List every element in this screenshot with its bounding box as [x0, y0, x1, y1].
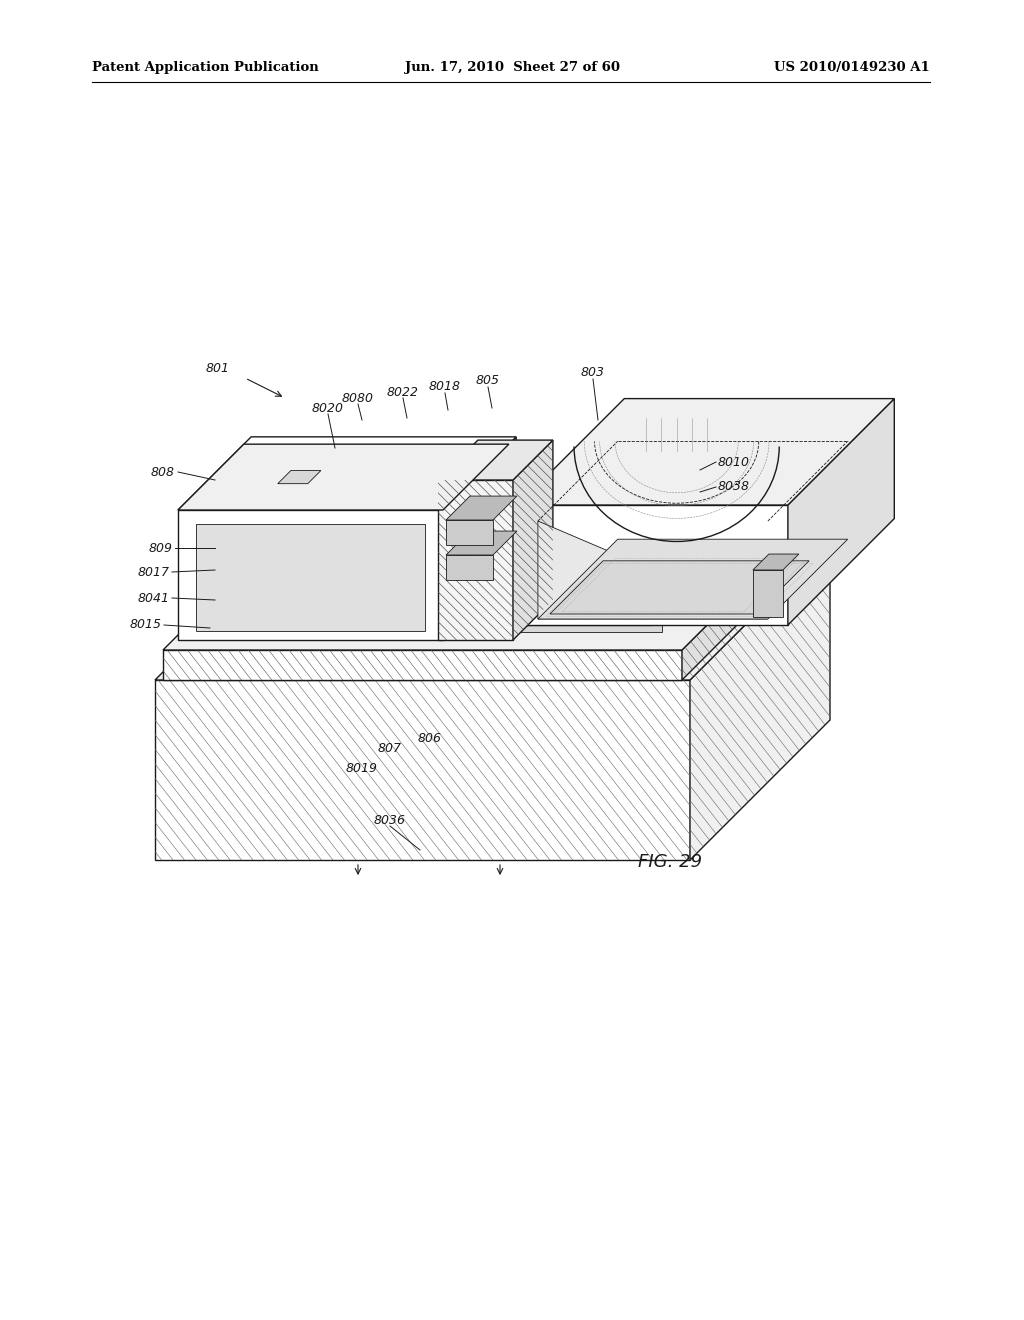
Polygon shape — [183, 500, 781, 620]
Text: 8015: 8015 — [130, 619, 162, 631]
Text: 8010: 8010 — [718, 455, 750, 469]
Polygon shape — [178, 510, 443, 640]
Text: 803: 803 — [581, 367, 605, 380]
Polygon shape — [446, 496, 517, 520]
Text: US 2010/0149230 A1: US 2010/0149230 A1 — [774, 62, 930, 74]
Polygon shape — [438, 440, 553, 480]
Text: 808: 808 — [151, 466, 175, 479]
Text: 8018: 8018 — [429, 380, 461, 393]
Polygon shape — [513, 440, 553, 640]
Text: 8080: 8080 — [342, 392, 374, 404]
Polygon shape — [518, 399, 894, 506]
Polygon shape — [183, 620, 662, 632]
Text: FIG. 29: FIG. 29 — [638, 853, 702, 871]
Text: 8036: 8036 — [374, 813, 406, 826]
Text: 8038: 8038 — [718, 480, 750, 494]
Polygon shape — [443, 437, 516, 640]
Polygon shape — [538, 539, 848, 619]
Polygon shape — [178, 437, 516, 510]
Polygon shape — [682, 517, 815, 680]
Text: 8041: 8041 — [138, 591, 170, 605]
Polygon shape — [163, 517, 815, 649]
Polygon shape — [787, 399, 894, 624]
Polygon shape — [446, 520, 493, 545]
Polygon shape — [518, 506, 787, 624]
Text: 8017: 8017 — [138, 565, 170, 578]
Polygon shape — [538, 521, 768, 619]
Polygon shape — [753, 570, 783, 616]
Polygon shape — [155, 680, 690, 861]
Polygon shape — [446, 531, 517, 554]
Polygon shape — [446, 554, 493, 579]
Polygon shape — [690, 540, 830, 861]
Text: 8019: 8019 — [346, 762, 378, 775]
Text: 8022: 8022 — [387, 385, 419, 399]
Text: 809: 809 — [150, 541, 173, 554]
Polygon shape — [155, 540, 830, 680]
Polygon shape — [178, 444, 509, 510]
Polygon shape — [438, 480, 513, 640]
Polygon shape — [278, 470, 321, 483]
Text: 806: 806 — [418, 731, 442, 744]
Polygon shape — [753, 554, 799, 570]
Text: 8020: 8020 — [312, 401, 344, 414]
Text: 807: 807 — [378, 742, 402, 755]
Text: 801: 801 — [206, 362, 230, 375]
Text: 805: 805 — [476, 375, 500, 388]
Text: Jun. 17, 2010  Sheet 27 of 60: Jun. 17, 2010 Sheet 27 of 60 — [404, 62, 620, 74]
Text: Patent Application Publication: Patent Application Publication — [92, 62, 318, 74]
Polygon shape — [163, 649, 682, 680]
Polygon shape — [550, 561, 809, 614]
Polygon shape — [196, 524, 425, 631]
